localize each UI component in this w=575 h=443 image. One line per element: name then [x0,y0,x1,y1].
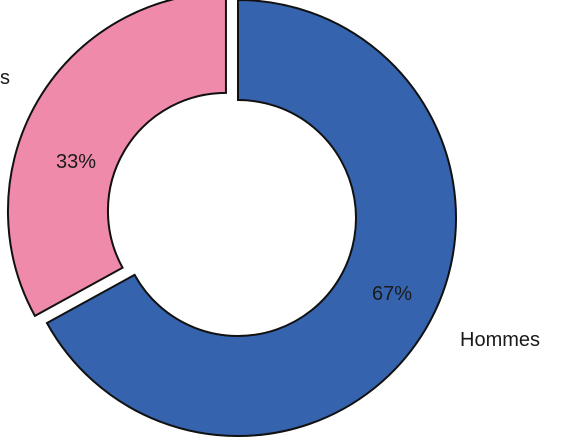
slice-hommes [45,0,457,437]
slice-label-femmes-percent: 33% [56,151,96,173]
category-label-hommes: Hommes [460,329,540,351]
slice-femmes [6,0,227,318]
slice-label-hommes-percent: 67% [372,283,412,305]
category-label-femmes: s [0,67,10,89]
